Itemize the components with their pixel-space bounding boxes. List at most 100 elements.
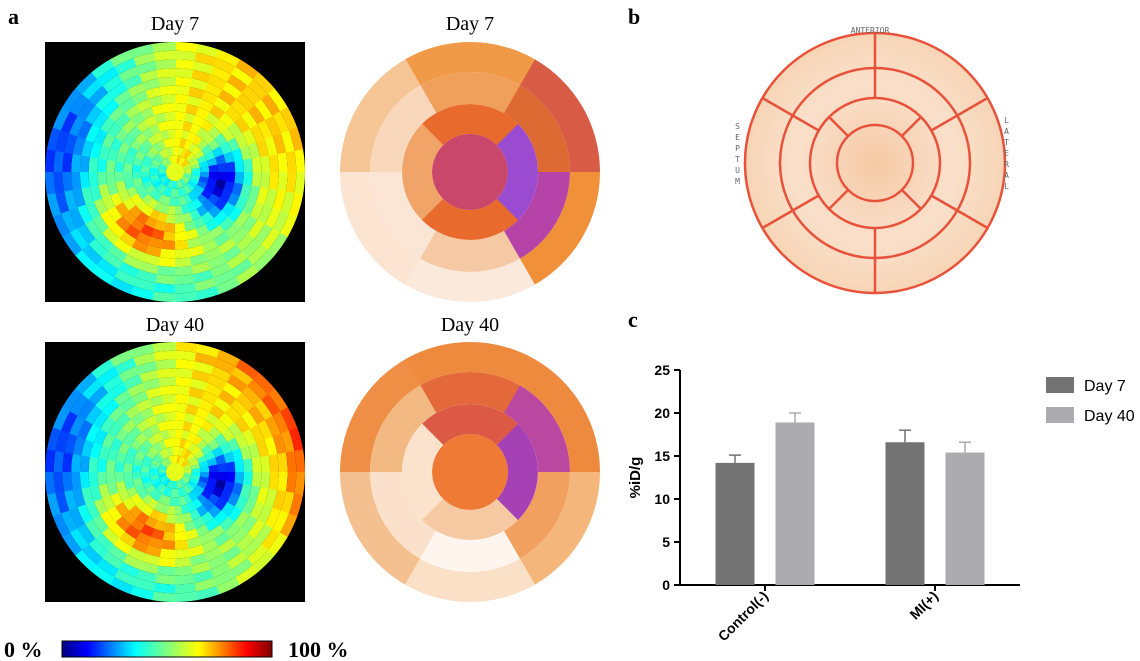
heat-cell (158, 77, 175, 87)
heat-cell (175, 77, 192, 87)
heat-cell (243, 472, 253, 486)
heat-cell (80, 455, 90, 472)
polar-maps (45, 42, 600, 602)
heat-cell (269, 454, 279, 473)
heat-cell (234, 472, 244, 485)
heat-cell (174, 257, 191, 267)
legend-label: Day 40 (1084, 408, 1135, 425)
heat-cell (163, 403, 176, 413)
heat-cell (174, 223, 185, 232)
heat-cell (234, 460, 244, 473)
heat-cell (158, 257, 175, 267)
figure: a b c Day 7 Day 7 Day 40 Day 40 0 % 100 … (0, 0, 1140, 661)
heat-cell (251, 472, 261, 488)
colorbar-max: 100 % (288, 637, 349, 661)
colorbar (62, 641, 272, 657)
septum-label: SEPTUM (733, 122, 742, 188)
panel-label: c (628, 307, 638, 332)
heat-cell (159, 248, 175, 258)
legend-swatch (1046, 407, 1074, 423)
bar (886, 442, 925, 585)
heat-cell (175, 514, 184, 523)
heat-cell (175, 394, 189, 404)
heat-cell (251, 172, 261, 188)
map-title: Day 40 (146, 314, 204, 336)
y-tick-label: 0 (662, 577, 670, 593)
heat-cell (165, 412, 176, 421)
heat-cell (166, 120, 175, 129)
heat-cell (217, 463, 226, 472)
colorbar-min: 0 % (4, 637, 43, 661)
map-title: Day 40 (441, 314, 499, 336)
panel-label: a (8, 4, 19, 29)
heat-cell (89, 456, 99, 472)
heat-cell (162, 231, 175, 241)
heat-cell (115, 171, 124, 182)
legend-swatch (1046, 377, 1074, 393)
y-tick-label: 15 (654, 448, 670, 464)
x-tick-label: Control(-) (715, 588, 771, 644)
y-tick-label: 5 (662, 534, 670, 550)
heat-cell (80, 171, 90, 188)
heat-cell (260, 472, 270, 489)
heat-cell (243, 172, 253, 186)
segment (432, 134, 508, 210)
heat-cell (174, 266, 193, 276)
heat-cell (175, 377, 192, 387)
heat-cell (174, 523, 185, 532)
heat-cell (71, 171, 81, 190)
heat-cell (175, 103, 188, 113)
bar-chart: 0510152025%iD/gControl(-)MI(+)Day 7Day 4… (627, 362, 1135, 644)
heat-cell (175, 403, 188, 413)
heat-cell (106, 171, 116, 184)
legend-label: Day 7 (1084, 378, 1126, 395)
heat-cell (106, 471, 116, 484)
heat-cell (97, 158, 107, 172)
heat-cell (174, 540, 188, 550)
heat-cell (89, 171, 99, 187)
heat-cell (71, 471, 81, 490)
heat-cell (175, 94, 189, 104)
heat-cell (260, 172, 270, 189)
heat-cell (174, 557, 191, 567)
bar (776, 422, 815, 585)
heat-cell (157, 68, 176, 78)
bar (716, 463, 755, 585)
heat-cell (260, 455, 270, 472)
heat-cell (106, 459, 116, 472)
map-title: Day 7 (446, 13, 494, 35)
heat-cell (174, 531, 187, 541)
heat-core (166, 163, 184, 181)
y-axis-label: %iD/g (627, 457, 644, 499)
heat-cell (161, 240, 175, 250)
heat-cell (243, 459, 253, 473)
heat-cell (174, 549, 190, 559)
heat-cell (260, 155, 270, 172)
heat-cell (159, 548, 175, 558)
heat-cell (234, 172, 244, 185)
heat-cell (158, 377, 175, 387)
segment (432, 434, 508, 510)
y-tick-label: 25 (654, 362, 670, 378)
heat-cell (217, 163, 226, 172)
heat-cell (226, 462, 235, 473)
heat-cell (89, 471, 99, 487)
heat-cell (123, 472, 132, 481)
heat-cell (163, 103, 176, 113)
heat-cell (243, 159, 253, 173)
heat-cell (252, 157, 262, 173)
heat-cell (97, 458, 107, 472)
heat-cell (175, 386, 191, 396)
panel-label: b (628, 4, 640, 29)
heat-cell (234, 160, 244, 173)
lateral-label: LATERAL (1002, 116, 1011, 193)
heat-cell (115, 471, 124, 482)
heat-cell (123, 172, 132, 181)
y-tick-label: 20 (654, 405, 670, 421)
figure-canvas: a b c Day 7 Day 7 Day 40 Day 40 0 % 100 … (0, 0, 1140, 661)
bar (946, 453, 985, 585)
heat-cell (157, 368, 176, 378)
heat-cell (269, 154, 279, 173)
heat-cell (174, 566, 193, 576)
heat-cell (174, 240, 188, 250)
